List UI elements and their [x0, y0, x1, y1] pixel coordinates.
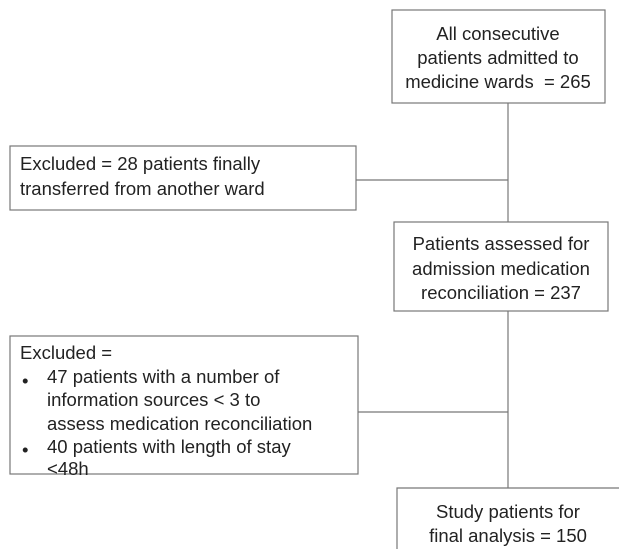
node-text: admission medication — [412, 258, 590, 279]
node-text: patients admitted to — [417, 47, 578, 68]
box-all-patients — [391, 9, 606, 104]
node-text: final analysis = 150 — [429, 525, 587, 546]
bullet: • — [22, 370, 28, 391]
node-text: Study patients for — [436, 501, 580, 522]
bullet-text: assess medication reconciliation — [47, 413, 312, 434]
box-excluded-transfer — [9, 145, 357, 211]
bullet-text: <48h — [47, 458, 89, 479]
box-excluded-criteria — [9, 335, 359, 475]
bullet-text: 47 patients with a number of — [47, 366, 280, 387]
node-text: medicine wards = 265 — [405, 71, 591, 92]
box-study-patients — [396, 487, 619, 549]
node-text: transferred from another ward — [20, 178, 265, 199]
bullet-text: 40 patients with length of stay — [47, 436, 291, 457]
bullet-text: information sources < 3 to — [47, 389, 260, 410]
connectors — [356, 103, 509, 488]
node-heading: Excluded = — [20, 342, 112, 363]
node-text: All consecutive — [436, 23, 559, 44]
bullet: • — [22, 439, 28, 460]
node-text: Patients assessed for — [413, 233, 590, 254]
node-text: Excluded = 28 patients finally — [20, 153, 261, 174]
box-assessed — [393, 221, 609, 312]
texts: All consecutive patients admitted to medic… — [20, 23, 591, 546]
node-text: reconciliation = 237 — [421, 282, 581, 303]
